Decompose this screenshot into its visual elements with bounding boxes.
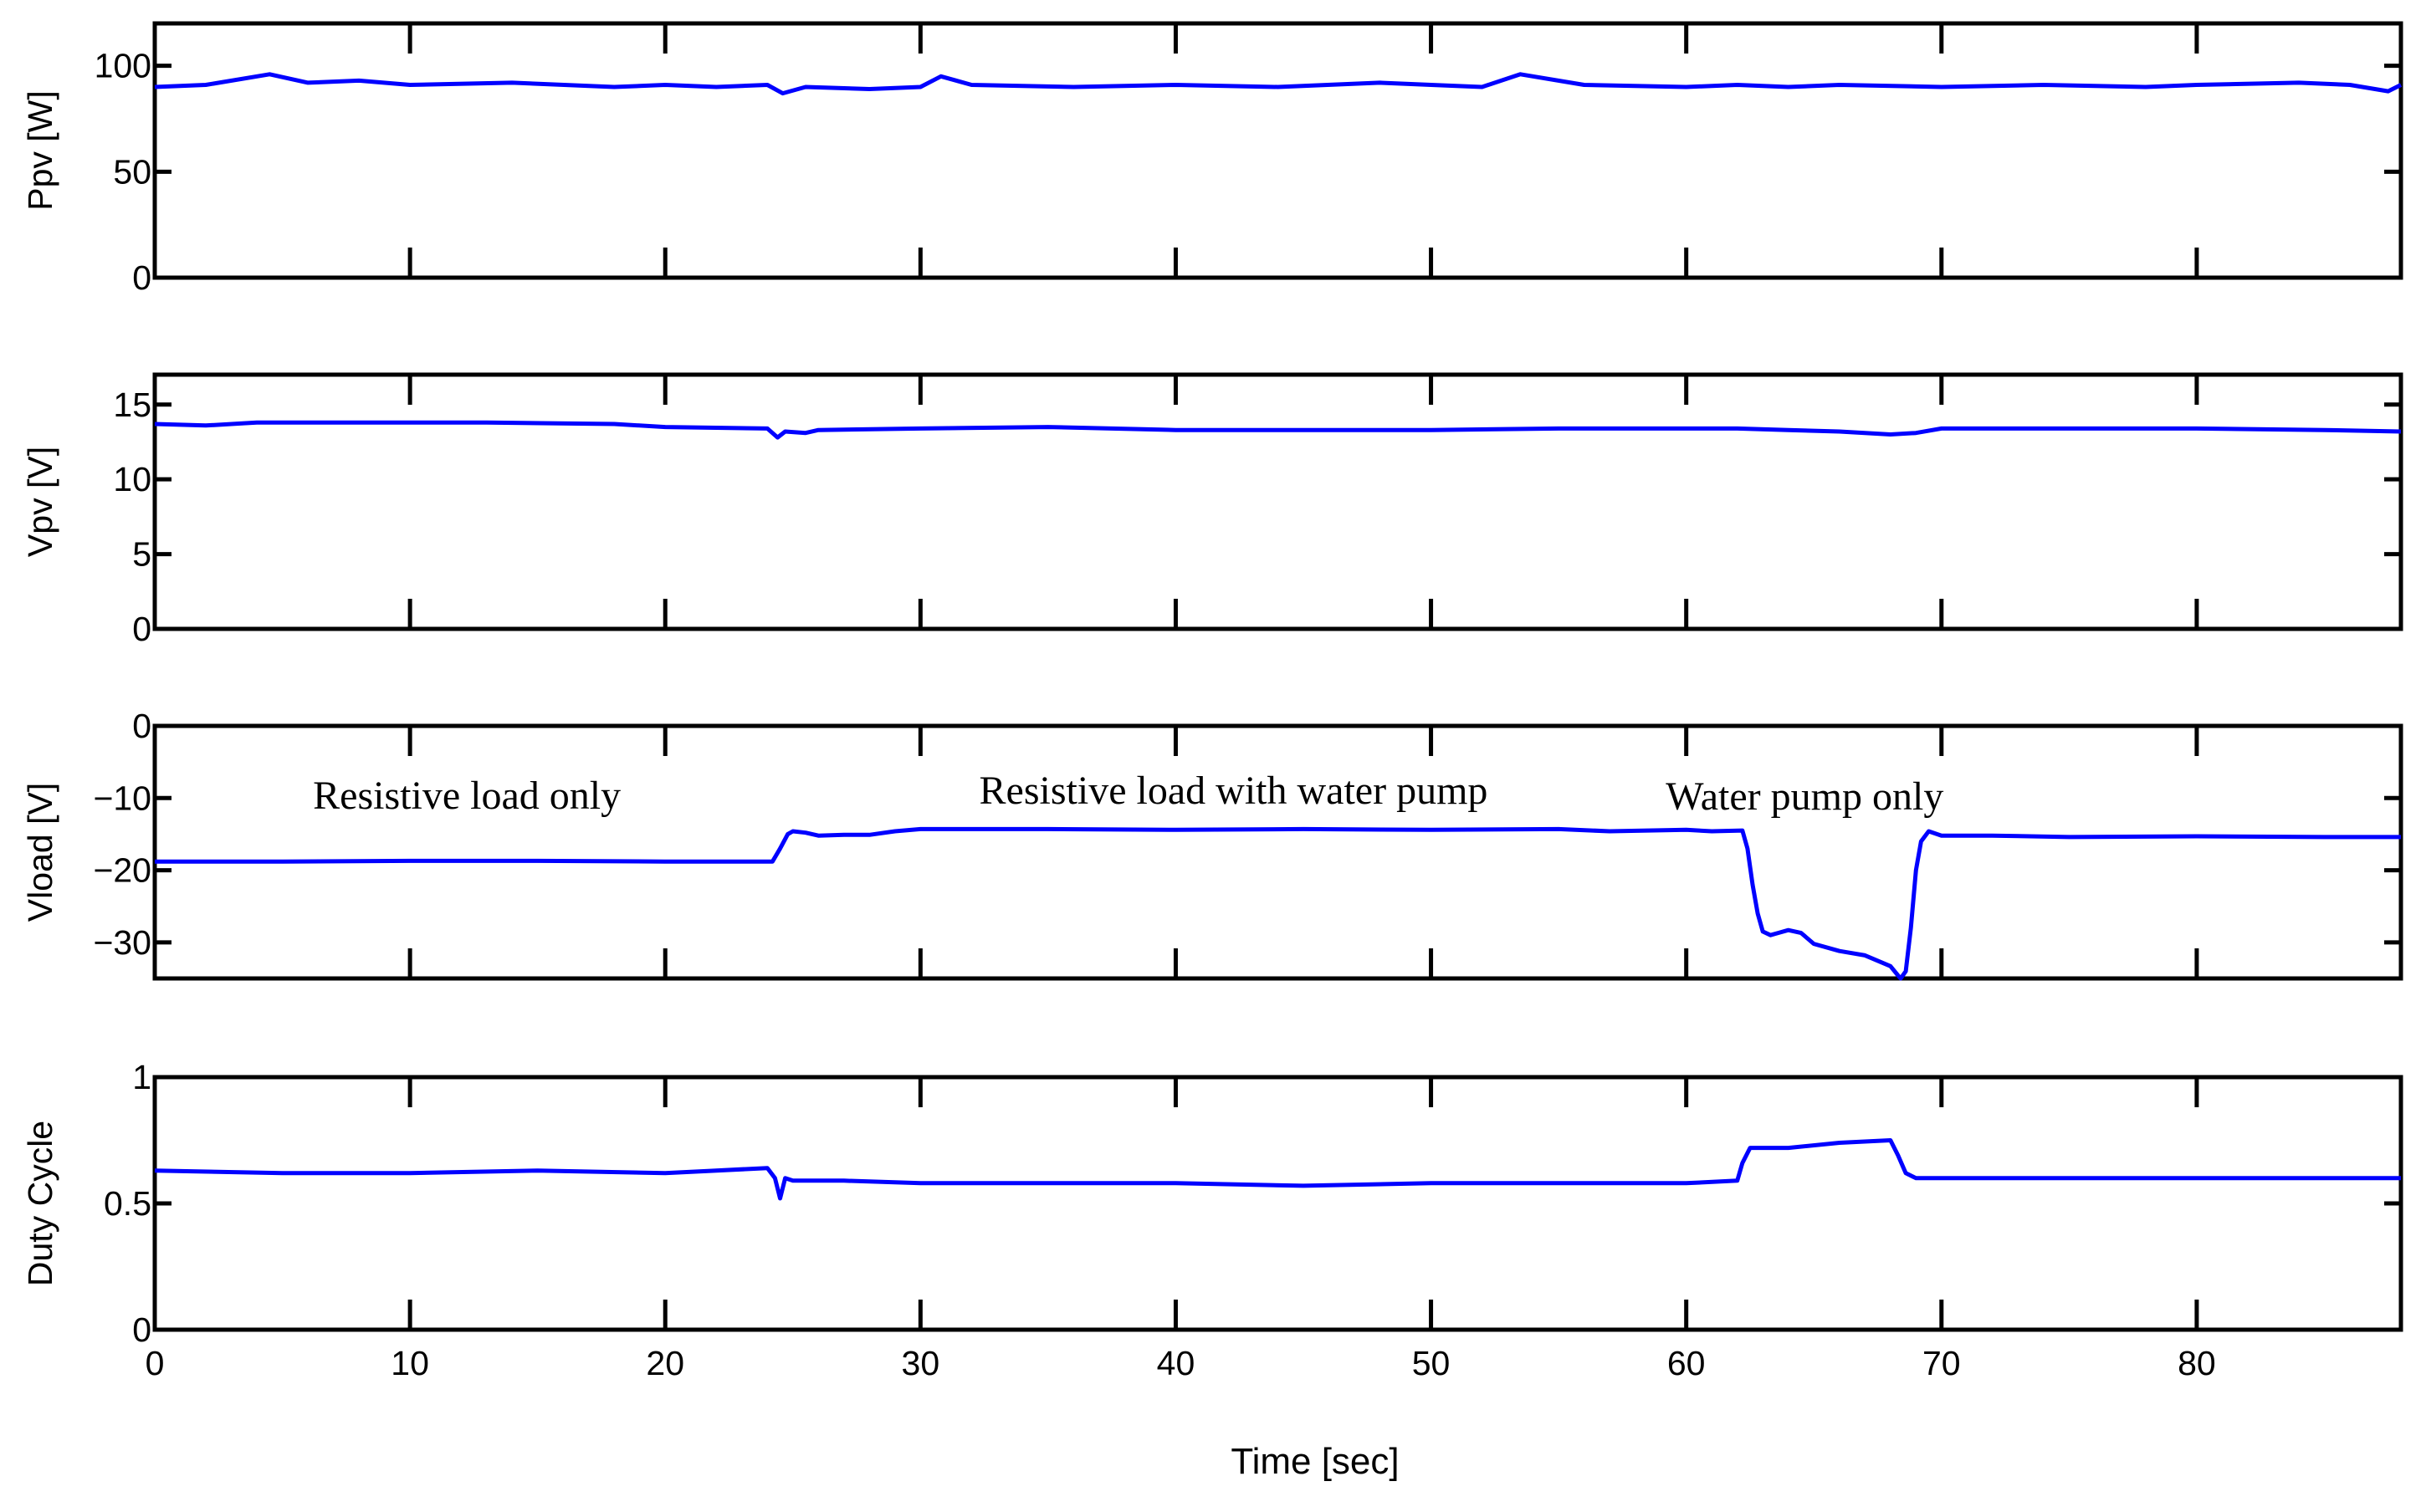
series-line-vload xyxy=(155,826,2401,981)
y-axis-label-vpv: Vpv [V] xyxy=(21,447,59,557)
series-line-ppv xyxy=(154,72,2403,96)
y-tick-label-ppv: 50 xyxy=(113,152,151,191)
x-tick-label: 10 xyxy=(391,1344,429,1382)
x-tick-label: 60 xyxy=(1667,1344,1706,1382)
x-tick-label: 80 xyxy=(2178,1344,2216,1382)
y-tick-label-vload: −30 xyxy=(93,923,151,962)
annotation-vload: Resistive load with water pump xyxy=(980,769,1488,813)
x-tick-label: 70 xyxy=(1922,1344,1961,1382)
y-tick-label-ppv: 100 xyxy=(95,47,151,85)
y-tick-label-vpv: 10 xyxy=(113,460,151,498)
x-tick-label: 30 xyxy=(902,1344,940,1382)
y-axis-label-duty: Duty Cycle xyxy=(21,1121,59,1286)
x-tick-label: 20 xyxy=(646,1344,684,1382)
axes-box-vload xyxy=(152,723,2403,981)
axes-box-duty xyxy=(152,1075,2403,1332)
y-tick-label-vpv: 15 xyxy=(113,386,151,424)
y-tick-label-vload: −10 xyxy=(93,779,151,817)
y-tick-label-vpv: 0 xyxy=(132,610,151,648)
series-line-duty xyxy=(154,1138,2401,1201)
y-tick-label-duty: 1 xyxy=(132,1058,151,1096)
y-tick-label-vload: 0 xyxy=(132,707,151,745)
y-tick-label-vpv: 5 xyxy=(132,535,151,574)
y-axis-label-vload: Vload [V] xyxy=(21,783,59,922)
x-tick-label: 0 xyxy=(146,1344,165,1382)
y-tick-label-vload: −20 xyxy=(93,851,151,890)
y-tick-label-duty: 0.5 xyxy=(104,1184,151,1223)
annotation-vload: Resistive load only xyxy=(313,774,621,818)
y-tick-label-duty: 0 xyxy=(132,1310,151,1349)
series-line-vpv xyxy=(154,420,2402,440)
y-axis-label-ppv: Ppv [W] xyxy=(21,90,59,211)
x-tick-label: 40 xyxy=(1157,1344,1195,1382)
axes-box-ppv xyxy=(152,21,2403,280)
x-axis-label: Time [sec] xyxy=(1231,1441,1399,1482)
x-tick-label: 50 xyxy=(1412,1344,1451,1382)
y-tick-label-ppv: 0 xyxy=(132,258,151,297)
annotation-vload: Water pump only xyxy=(1666,774,1943,819)
axes-box-vpv xyxy=(152,372,2403,631)
